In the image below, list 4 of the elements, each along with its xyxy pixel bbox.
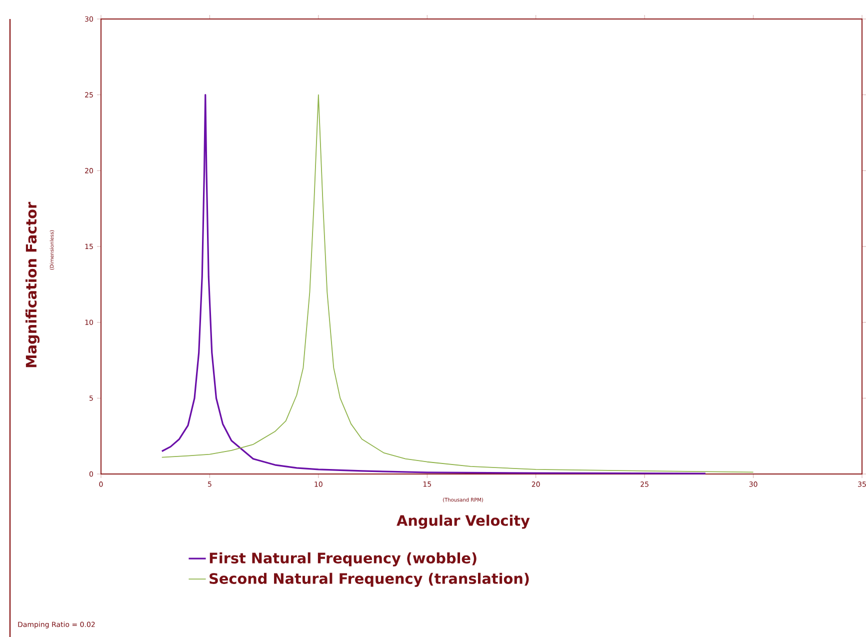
legend-label: Second Natural Frequency (translation) bbox=[210, 572, 529, 587]
y-axis-title: Magnification Factor bbox=[26, 202, 40, 368]
x-axis-title: Angular Velocity bbox=[396, 514, 530, 529]
legend-label: First Natural Frequency (wobble) bbox=[210, 552, 476, 566]
